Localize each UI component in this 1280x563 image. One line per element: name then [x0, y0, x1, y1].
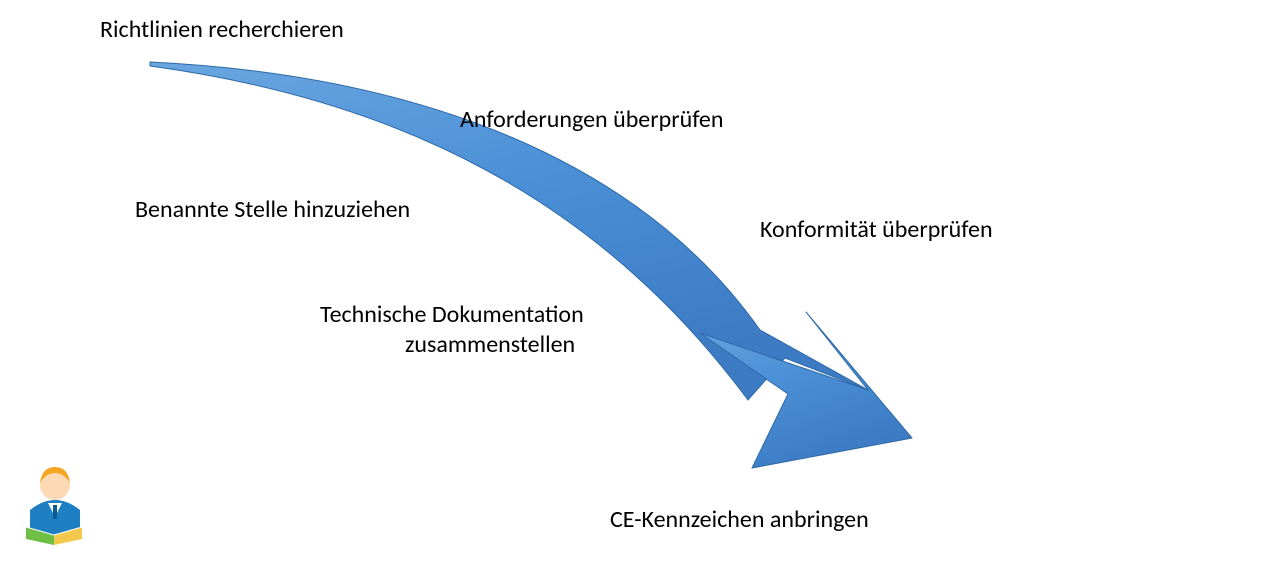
process-arrow	[0, 0, 1280, 563]
step-label-5-line1: Technische Dokumentation	[320, 300, 584, 330]
step-label-5-line2: zusammenstellen	[405, 330, 575, 360]
person-reading-icon	[20, 455, 90, 545]
step-label-4: Konformität überprüfen	[760, 215, 993, 245]
step-label-6: CE-Kennzeichen anbringen	[610, 505, 869, 535]
step-label-3: Benannte Stelle hinzuziehen	[135, 195, 410, 225]
step-label-1: Richtlinien recherchieren	[100, 15, 344, 45]
step-label-2: Anforderungen überprüfen	[460, 105, 723, 135]
diagram-stage: { "diagram": { "type": "infographic", "b…	[0, 0, 1280, 563]
